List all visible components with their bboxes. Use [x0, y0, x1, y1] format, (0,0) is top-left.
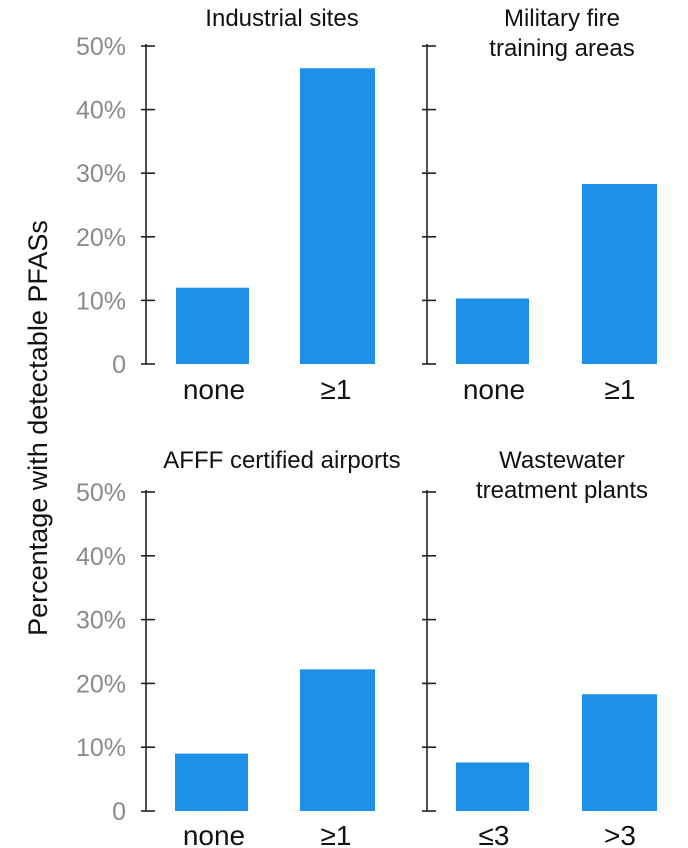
bar-first	[456, 298, 529, 364]
panel-4: Wastewater treatment plants ≤3 >3	[422, 447, 657, 848]
panel-2: Military fire training areas none ≥1	[422, 5, 657, 405]
y-tick-label: 20%	[76, 670, 126, 698]
y-tick-label: 30%	[76, 160, 126, 188]
y-tick-label: 40%	[76, 543, 126, 571]
panel-title: AFFF certified airports	[163, 447, 400, 474]
x-category-label: >3	[604, 820, 636, 848]
x-category-label: ≤3	[479, 820, 510, 848]
bar-first	[175, 753, 248, 811]
y-tick-label: 50%	[76, 33, 126, 61]
y-tick-label: 10%	[76, 734, 126, 762]
bar-first	[176, 287, 249, 364]
panel-3: AFFF certified airports 0 10% 20% 30% 40% 50% n…	[76, 447, 401, 848]
x-category-label: ≥1	[321, 820, 352, 848]
x-category-label: none	[463, 374, 525, 405]
panel-1: Industrial sites 0 10% 20% 30% 40% 50% none ≥1	[76, 5, 375, 405]
y-tick-label: 30%	[76, 607, 126, 635]
x-category-label: ≥1	[605, 374, 636, 405]
bar-second	[582, 184, 657, 364]
y-axis-label: Percentage with detectable PFASs	[23, 220, 53, 636]
panel-title: Wastewater	[499, 447, 625, 474]
x-category-label: none	[183, 374, 245, 405]
panel-title: treatment plants	[476, 477, 648, 504]
bar-second	[582, 694, 657, 811]
panel-title: Industrial sites	[205, 5, 358, 32]
y-tick-label: 0	[112, 798, 126, 826]
x-category-label: none	[183, 820, 245, 848]
y-tick-label: 40%	[76, 97, 126, 125]
y-tick-label: 0	[112, 351, 126, 379]
y-tick-label: 20%	[76, 224, 126, 252]
bar-second	[300, 68, 375, 364]
bar-first	[456, 762, 529, 811]
bar-second	[300, 669, 375, 811]
y-tick-label: 10%	[76, 287, 126, 315]
y-tick-label: 50%	[76, 479, 126, 507]
panel-title: training areas	[489, 35, 634, 62]
panel-title: Military fire	[504, 5, 620, 32]
x-category-label: ≥1	[321, 374, 352, 405]
